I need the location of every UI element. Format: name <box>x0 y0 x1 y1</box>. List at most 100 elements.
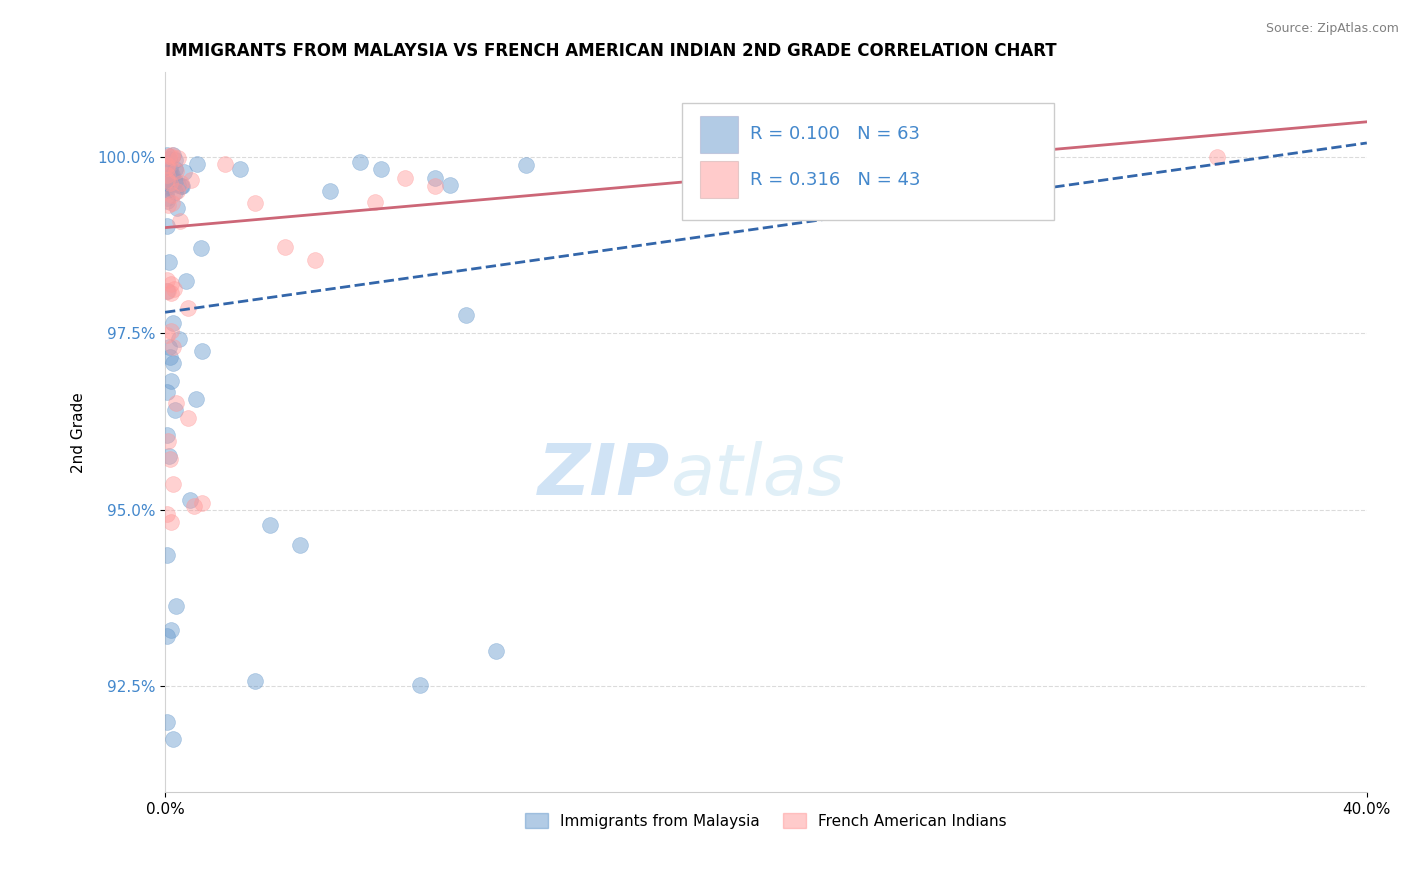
Point <box>173 165 195 179</box>
Point <box>162 356 184 370</box>
Point <box>160 150 183 164</box>
Point <box>159 161 181 176</box>
Point <box>454 308 477 322</box>
Point <box>245 195 267 210</box>
Point <box>155 174 177 188</box>
FancyBboxPatch shape <box>682 103 1054 220</box>
Point <box>160 169 183 183</box>
Point <box>167 178 190 192</box>
Point <box>160 624 183 638</box>
Point <box>166 184 188 198</box>
Point <box>214 157 236 171</box>
Point <box>169 214 191 228</box>
Point <box>156 284 179 298</box>
Point <box>155 147 177 161</box>
Point <box>183 499 205 513</box>
Point <box>156 183 179 197</box>
Point <box>425 170 447 185</box>
Point <box>160 196 183 211</box>
Point <box>156 428 179 442</box>
Point <box>229 161 252 176</box>
Point <box>156 180 179 194</box>
Point <box>364 195 387 210</box>
Point <box>156 198 179 212</box>
Text: R = 0.100   N = 63: R = 0.100 N = 63 <box>751 125 921 143</box>
Point <box>425 179 447 194</box>
Point <box>274 240 297 254</box>
Point <box>155 161 177 176</box>
Point <box>170 179 193 194</box>
Point <box>156 273 179 287</box>
Point <box>245 673 267 688</box>
Point <box>160 285 183 300</box>
Point <box>162 477 184 491</box>
Point <box>163 282 186 296</box>
Point <box>157 152 180 166</box>
Text: atlas: atlas <box>669 441 845 510</box>
Point <box>319 184 342 198</box>
Point <box>409 678 432 692</box>
Point <box>157 285 180 299</box>
Text: IMMIGRANTS FROM MALAYSIA VS FRENCH AMERICAN INDIAN 2ND GRADE CORRELATION CHART: IMMIGRANTS FROM MALAYSIA VS FRENCH AMERI… <box>165 42 1057 60</box>
Point <box>174 274 197 288</box>
Point <box>160 147 183 161</box>
Point <box>162 316 184 330</box>
Point <box>159 452 181 467</box>
Point <box>155 191 177 205</box>
Point <box>162 340 184 354</box>
Point <box>157 254 180 268</box>
Point <box>259 517 281 532</box>
FancyBboxPatch shape <box>700 161 738 198</box>
Point <box>155 171 177 186</box>
Point <box>439 178 461 193</box>
Point <box>160 324 183 338</box>
Point <box>165 396 187 410</box>
Point <box>177 410 200 425</box>
Point <box>515 158 537 172</box>
Point <box>156 385 179 400</box>
Point <box>155 328 177 343</box>
Point <box>160 374 183 388</box>
FancyBboxPatch shape <box>700 116 738 153</box>
Point <box>180 173 202 187</box>
Point <box>162 148 184 162</box>
Point <box>170 176 193 190</box>
Point <box>186 392 208 406</box>
Point <box>191 496 214 510</box>
Point <box>484 644 506 658</box>
Point <box>155 168 177 182</box>
Point <box>186 157 208 171</box>
Point <box>167 332 190 346</box>
Text: R = 0.316   N = 43: R = 0.316 N = 43 <box>751 171 921 189</box>
Point <box>157 177 180 191</box>
Point <box>160 515 183 529</box>
Point <box>155 173 177 187</box>
Point <box>163 153 186 167</box>
Point <box>156 715 179 730</box>
Point <box>156 219 179 234</box>
Point <box>159 149 181 163</box>
Point <box>304 253 326 268</box>
Point <box>394 171 416 186</box>
Point <box>163 174 186 188</box>
Point <box>349 154 371 169</box>
Y-axis label: 2nd Grade: 2nd Grade <box>72 392 86 473</box>
Point <box>157 449 180 463</box>
Point <box>370 162 392 177</box>
Point <box>155 178 177 193</box>
Point <box>177 301 200 316</box>
Point <box>162 732 184 747</box>
Point <box>160 188 183 202</box>
Point <box>190 241 212 255</box>
Point <box>166 599 188 613</box>
Point <box>290 538 312 552</box>
Point <box>191 344 214 359</box>
Point <box>165 163 187 178</box>
Point <box>155 507 177 521</box>
Point <box>167 152 190 166</box>
Point <box>157 173 180 187</box>
Point <box>159 277 181 291</box>
Point <box>179 492 201 507</box>
Point <box>163 162 186 177</box>
Point <box>166 202 188 216</box>
